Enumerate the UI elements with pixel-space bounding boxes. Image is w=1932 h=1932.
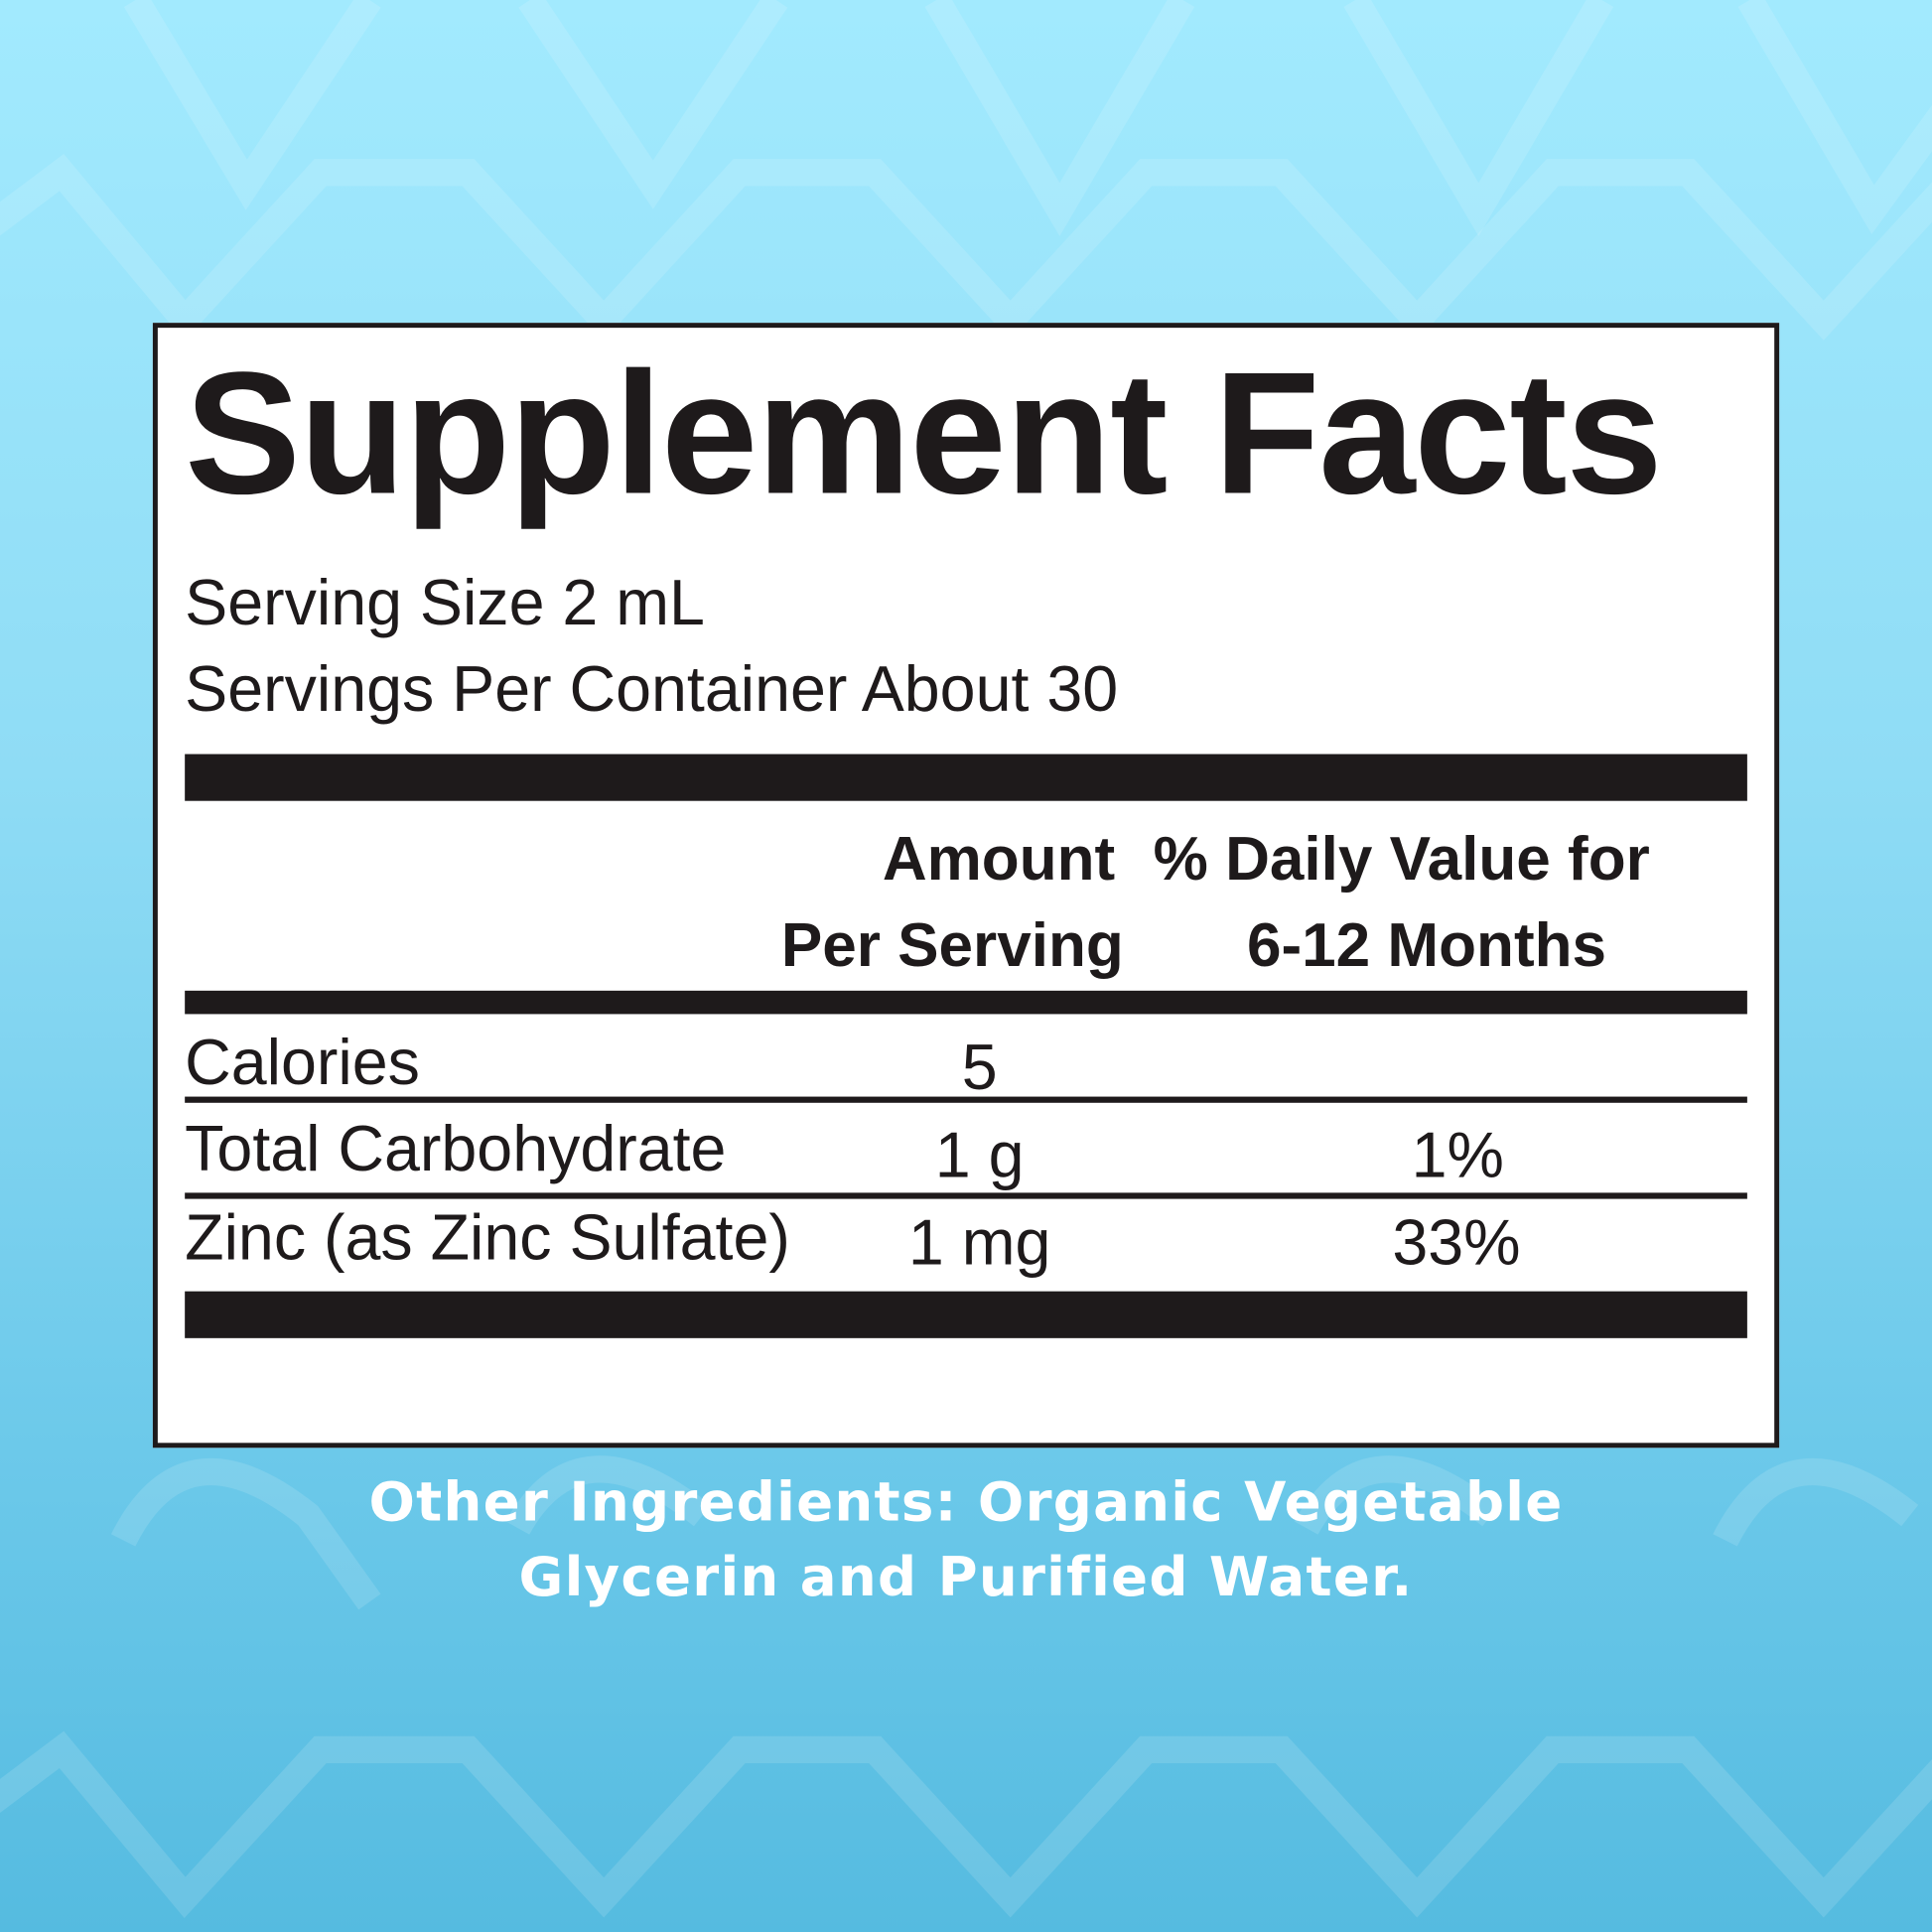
nutrient-amount: 1 mg bbox=[907, 1207, 1051, 1280]
thick-divider bbox=[185, 1291, 1747, 1338]
thick-divider bbox=[185, 754, 1747, 801]
serving-size: Serving Size 2 mL bbox=[185, 568, 705, 640]
other-ingredients-line1: Other Ingredients: Organic Vegetable bbox=[368, 1470, 1564, 1535]
nutrient-amount: 1 g bbox=[934, 1120, 1025, 1192]
nutrient-amount: 5 bbox=[961, 1033, 998, 1105]
servings-per-container: Servings Per Container About 30 bbox=[185, 654, 1119, 727]
daily-value-header: % Daily Value for bbox=[1153, 824, 1650, 894]
thin-divider bbox=[185, 1192, 1747, 1199]
nutrient-name: Calories bbox=[185, 1028, 420, 1100]
amount-header: Amount bbox=[882, 824, 1116, 894]
nutrient-name: Total Carbohydrate bbox=[185, 1113, 727, 1185]
per-serving-header: Per Serving bbox=[780, 910, 1124, 980]
nutrient-daily-value: 33% bbox=[1392, 1207, 1521, 1280]
thin-divider bbox=[185, 1096, 1747, 1103]
panel-title: Supplement Facts bbox=[185, 335, 1663, 530]
medium-divider bbox=[185, 990, 1747, 1015]
supplement-facts-panel bbox=[152, 323, 1780, 1449]
nutrient-daily-value: 1% bbox=[1411, 1120, 1504, 1192]
other-ingredients-line2: Glycerin and Purified Water. bbox=[518, 1546, 1414, 1609]
age-range-header: 6-12 Months bbox=[1246, 910, 1607, 980]
nutrient-name: Zinc (as Zinc Sulfate) bbox=[185, 1202, 790, 1275]
